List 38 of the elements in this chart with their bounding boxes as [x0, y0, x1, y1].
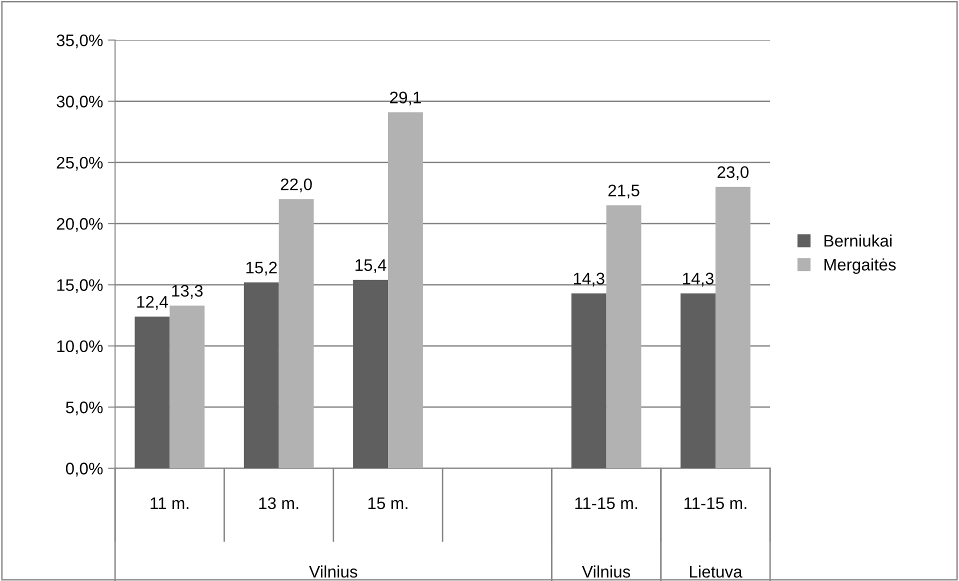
x-tick-label: 11-15 m.	[575, 498, 638, 510]
x-tick-label: 13 m.	[259, 497, 298, 510]
y-tick-label: 35,0%	[56, 34, 103, 48]
data-label: 13,3	[172, 284, 203, 299]
bar	[134, 316, 170, 468]
text: Vilnius	[309, 565, 358, 578]
bar	[353, 280, 388, 468]
data-label: 14,3	[683, 272, 714, 286]
data-label: 21,5	[608, 184, 640, 198]
text: Lietuva	[690, 565, 742, 578]
data-label: 15,2	[246, 262, 277, 276]
y-tick-label: 20,0%	[56, 218, 103, 232]
y-tick-label: 30,0%	[56, 96, 103, 110]
bar	[571, 293, 606, 468]
y-tick-label: 25,0%	[56, 156, 103, 171]
data-label: 22,0	[280, 178, 312, 192]
bar	[715, 186, 750, 468]
y-tick-label: 0,0%	[66, 462, 103, 476]
bar	[606, 205, 642, 468]
bar	[244, 282, 279, 468]
y-tick-label: 5,0%	[66, 402, 103, 416]
bar	[680, 293, 716, 468]
data-label: 14,3	[574, 272, 604, 286]
bar	[170, 306, 205, 468]
data-label: 23,0	[718, 166, 749, 180]
x-tick-label: 11-15 m.	[684, 498, 746, 510]
legend-label: Mergaitės	[824, 258, 896, 274]
y-tick-label: 15,0%	[57, 279, 103, 293]
bar	[388, 112, 423, 468]
data-label: 12,4	[137, 296, 168, 310]
bar	[278, 199, 314, 468]
x-tick-label: 11 m.	[150, 498, 188, 509]
data-label: 29,1	[390, 92, 421, 106]
text: Vilnius	[582, 565, 630, 578]
legend-label: Berniukai	[824, 234, 892, 247]
x-tick-label: 15 m.	[368, 498, 408, 510]
y-tick-label: 10,0%	[57, 340, 103, 354]
data-label: 15,4	[356, 259, 386, 273]
